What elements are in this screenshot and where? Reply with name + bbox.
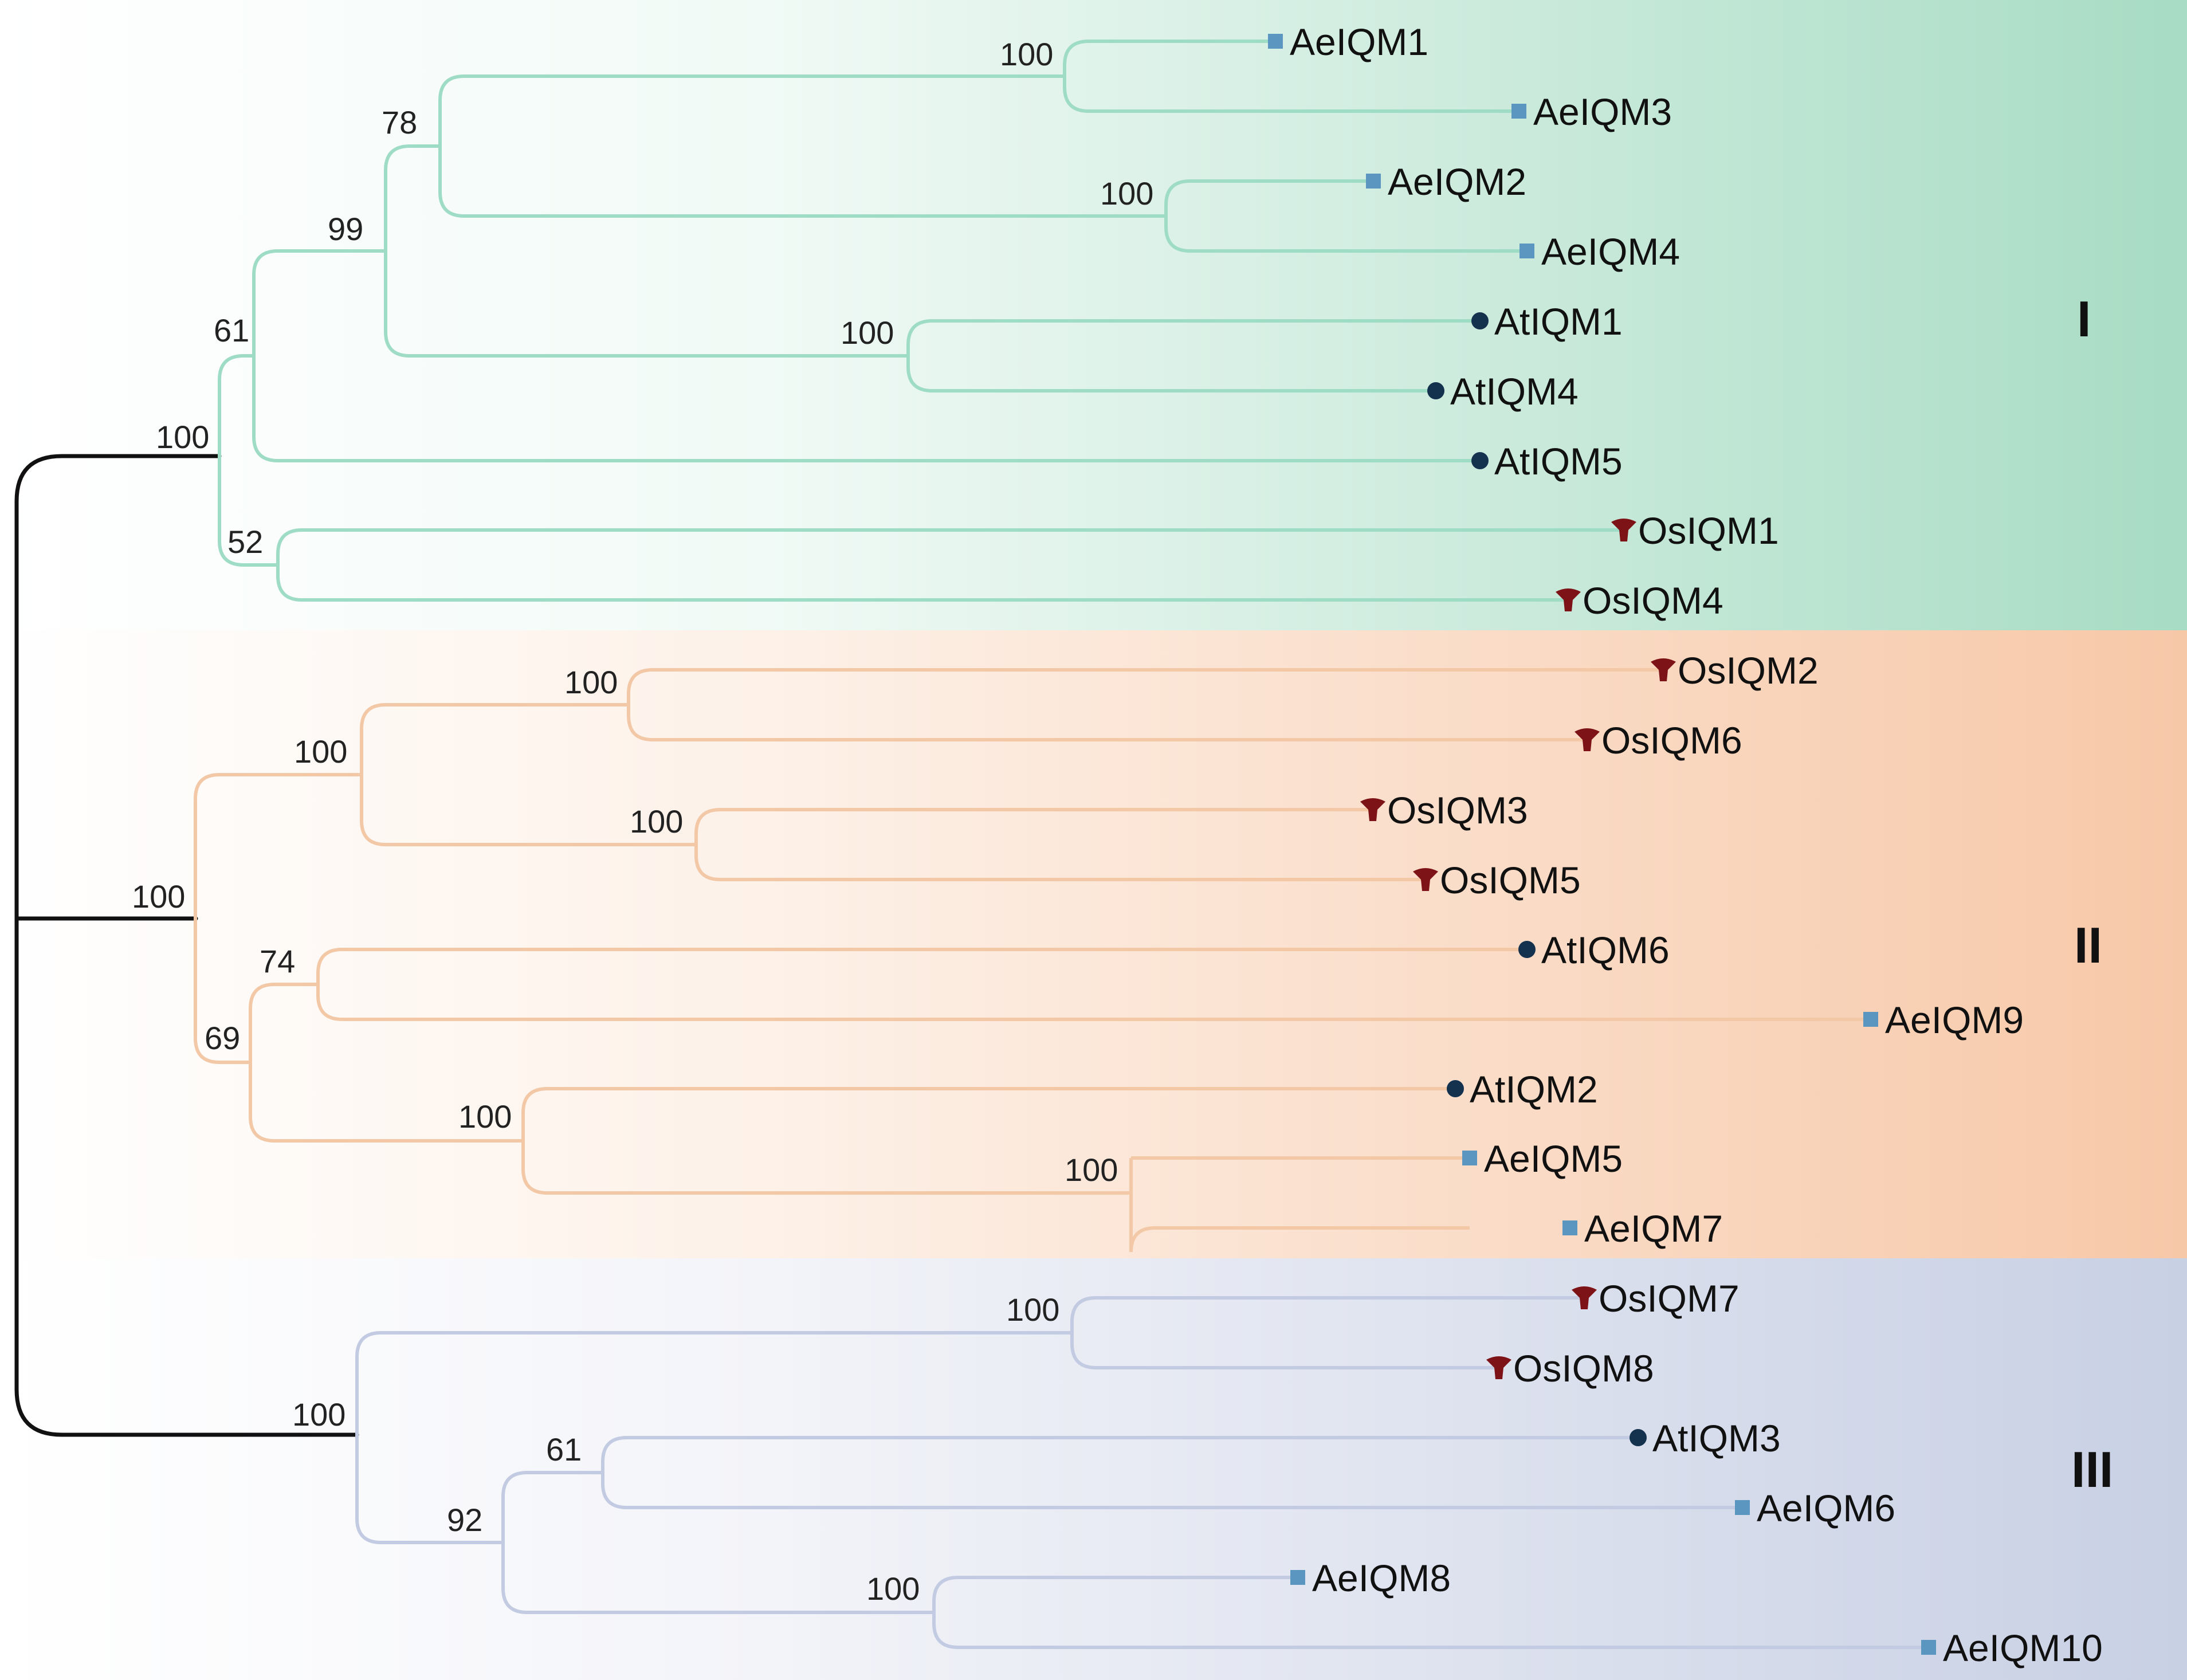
support-value: 69 — [205, 1020, 240, 1056]
support-value: 100 — [841, 315, 894, 351]
leaf-label: OsIQM8 — [1513, 1347, 1654, 1389]
arabidopsis-circle-icon — [1518, 941, 1536, 958]
rice-tristar-icon — [1360, 798, 1385, 821]
support-value: 99 — [328, 211, 363, 247]
support-value: 61 — [214, 312, 249, 348]
support-value: 100 — [564, 664, 618, 700]
leaf-label: AeIQM6 — [1757, 1487, 1895, 1529]
branches-clade-I — [218, 40, 1624, 602]
aegilops-square-icon — [1562, 1220, 1577, 1235]
leaf-label: OsIQM2 — [1678, 649, 1819, 692]
rice-tristar-icon — [1556, 588, 1581, 611]
leaf-label: OsIQM7 — [1599, 1277, 1740, 1320]
aegilops-square-icon — [1863, 1012, 1878, 1027]
leaf-label: AeIQM3 — [1533, 91, 1672, 133]
rice-tristar-icon — [1486, 1356, 1511, 1379]
rice-tristar-icon — [1611, 519, 1636, 541]
leaf-label: AeIQM5 — [1484, 1137, 1623, 1180]
support-value: 92 — [447, 1502, 482, 1538]
support-value: 74 — [260, 943, 295, 979]
aegilops-square-icon — [1921, 1640, 1936, 1655]
clade-label-III: III — [2071, 1441, 2113, 1498]
leaf-label: OsIQM6 — [1601, 719, 1742, 762]
aegilops-square-icon — [1268, 34, 1283, 49]
leaf-label: OsIQM1 — [1638, 509, 1779, 552]
aegilops-square-icon — [1519, 244, 1534, 258]
leaf-label: AeIQM7 — [1584, 1207, 1723, 1250]
aegilops-square-icon — [1290, 1570, 1305, 1585]
leaf-label: AtIQM5 — [1494, 440, 1623, 482]
support-value: 100 — [458, 1098, 512, 1135]
clade-band-III — [0, 1258, 2187, 1680]
leaf-label: AeIQM2 — [1388, 160, 1526, 203]
clade-band-II — [0, 630, 2187, 1258]
aegilops-square-icon — [1366, 174, 1381, 189]
support-value: 100 — [292, 1396, 345, 1432]
branches-clade-II — [194, 668, 1871, 1253]
support-value: 100 — [294, 733, 347, 770]
support-value: 61 — [546, 1431, 582, 1467]
support-value: 100 — [156, 419, 209, 455]
support-value: 78 — [382, 104, 417, 140]
leaf-label: AeIQM4 — [1541, 230, 1680, 273]
clade-labels: I II III — [2071, 291, 2113, 1498]
support-value: 100 — [132, 878, 185, 914]
leaf-label: AeIQM9 — [1885, 999, 2024, 1041]
branches-clade-III — [355, 1296, 1929, 1649]
leaf-label: AeIQM1 — [1290, 21, 1428, 63]
aegilops-square-icon — [1735, 1500, 1750, 1515]
arabidopsis-circle-icon — [1471, 312, 1489, 329]
support-value: 100 — [1006, 1292, 1059, 1328]
aegilops-square-icon — [1462, 1151, 1477, 1165]
leaf-label: OsIQM5 — [1440, 859, 1581, 901]
clade-label-II: II — [2074, 917, 2102, 974]
support-value: 100 — [630, 803, 683, 839]
support-value: 52 — [227, 524, 263, 560]
support-value: 100 — [1000, 36, 1053, 72]
aegilops-square-icon — [1511, 104, 1526, 119]
clade-label-I: I — [2077, 291, 2091, 347]
arabidopsis-circle-icon — [1630, 1429, 1647, 1446]
leaf-label: AtIQM2 — [1470, 1068, 1598, 1110]
support-values: 100 78 100 99 100 61 100 52 100 100 100 … — [132, 36, 1153, 1607]
rice-tristar-icon — [1572, 1286, 1597, 1309]
support-value: 100 — [1100, 175, 1153, 211]
leaf-label: OsIQM3 — [1387, 789, 1528, 831]
arabidopsis-circle-icon — [1447, 1080, 1464, 1097]
arabidopsis-circle-icon — [1471, 452, 1489, 469]
leaf-label: AeIQM10 — [1943, 1627, 2103, 1669]
rice-tristar-icon — [1575, 728, 1600, 751]
leaf-label: AtIQM4 — [1450, 370, 1579, 413]
leaf-label: OsIQM4 — [1583, 579, 1723, 622]
leaf-label: AtIQM1 — [1494, 300, 1623, 343]
leaf-label: AeIQM8 — [1312, 1557, 1451, 1599]
clade-band-I — [0, 0, 2187, 630]
support-value: 100 — [866, 1571, 920, 1607]
leaf-label: AtIQM3 — [1652, 1417, 1781, 1459]
arabidopsis-circle-icon — [1427, 382, 1444, 399]
branches-backbone — [14, 454, 359, 1437]
rice-tristar-icon — [1413, 868, 1438, 891]
leaf-label: AtIQM6 — [1541, 929, 1670, 971]
support-value: 100 — [1065, 1152, 1118, 1188]
rice-tristar-icon — [1651, 658, 1676, 681]
